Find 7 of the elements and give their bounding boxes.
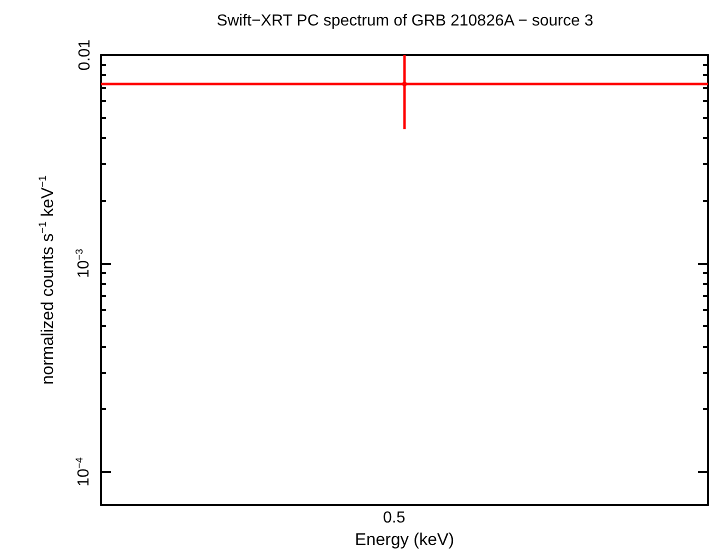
y-tick-label: 0.01 bbox=[76, 39, 94, 71]
y-tick-label: 10−3 bbox=[74, 248, 92, 278]
text: 0.5 bbox=[383, 510, 406, 526]
y-axis-title: normalized counts s−1 keV−1 bbox=[37, 175, 57, 385]
chart-title: Swift−XRT PC spectrum of GRB 210826A − source 3 bbox=[216, 12, 594, 30]
x-axis-title: Energy (keV) bbox=[354, 530, 454, 549]
y-tick-label: 10−4 bbox=[74, 456, 92, 486]
